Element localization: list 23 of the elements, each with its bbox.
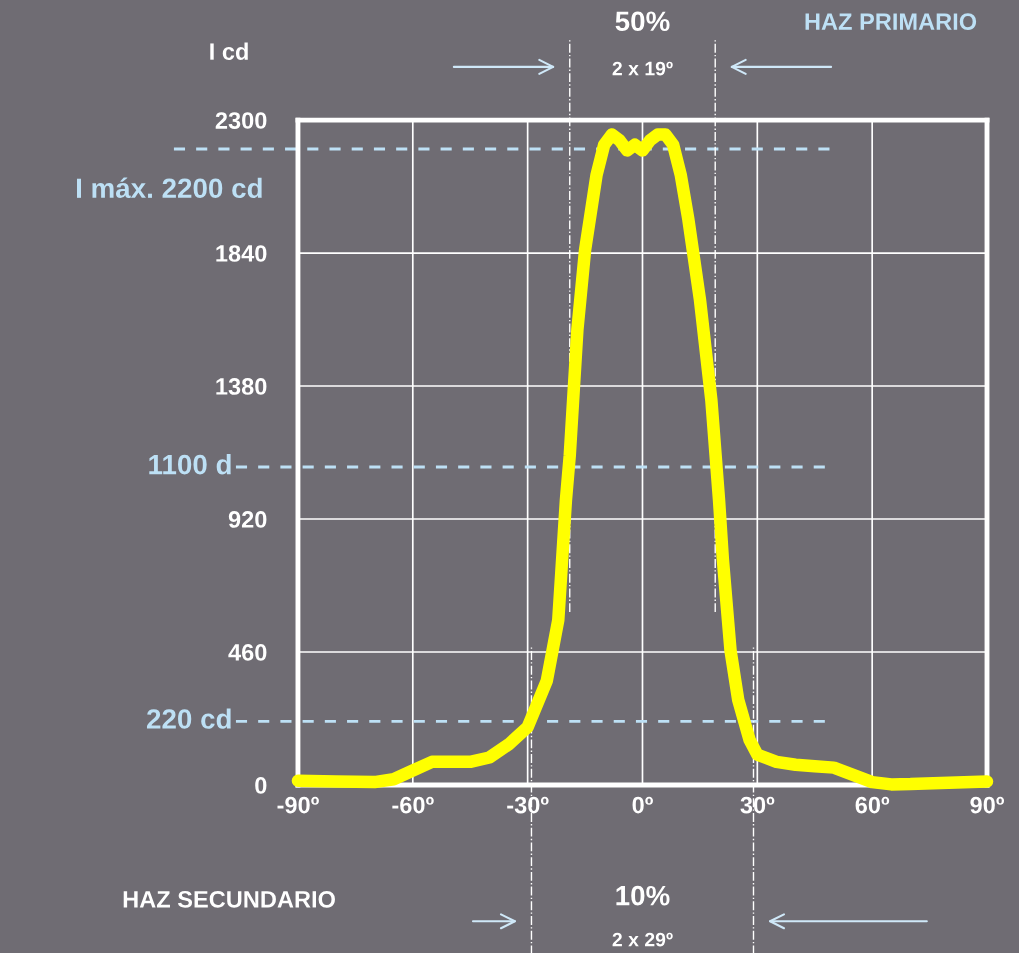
text: HAZ SECUNDARIO bbox=[123, 890, 335, 908]
y-tick-label: 920 bbox=[228, 511, 267, 528]
text: 10% bbox=[616, 885, 670, 906]
x-tick-label: 60º bbox=[855, 796, 890, 814]
x-tick-label: 0º bbox=[632, 796, 653, 814]
x-tick-label: 30º bbox=[740, 796, 775, 814]
y-tick-label: 2300 bbox=[215, 112, 267, 129]
y-axis-title: I cd bbox=[210, 42, 248, 60]
ref-line-label: 220 cd bbox=[146, 708, 231, 729]
y-tick-label: 1840 bbox=[216, 245, 267, 262]
y-tick-label: 460 bbox=[228, 644, 267, 661]
ref-line-label: I máx. 2200 cd bbox=[76, 177, 262, 199]
ref-line-label: 1100 d bbox=[149, 454, 231, 475]
x-tick-label: -60º bbox=[392, 796, 434, 814]
x-tick-label: 90º bbox=[970, 796, 1005, 814]
text: 2 x 29º bbox=[612, 932, 673, 947]
y-tick-label: 1380 bbox=[216, 378, 267, 395]
x-tick-label: -30º bbox=[507, 796, 549, 814]
x-tick-label: -90º bbox=[277, 796, 319, 814]
y-tick-label: 0 bbox=[255, 777, 267, 794]
text: 2 x 19º bbox=[612, 61, 673, 76]
text: 50% bbox=[615, 11, 670, 32]
text: HAZ PRIMARIO bbox=[805, 13, 977, 30]
